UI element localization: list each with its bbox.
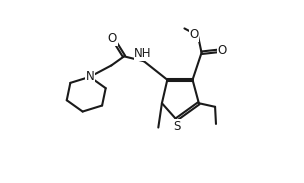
- Text: NH: NH: [134, 47, 152, 60]
- Text: O: O: [189, 28, 199, 41]
- Text: O: O: [108, 32, 117, 45]
- Text: O: O: [217, 44, 226, 57]
- Text: S: S: [174, 120, 181, 133]
- Text: N: N: [85, 70, 94, 83]
